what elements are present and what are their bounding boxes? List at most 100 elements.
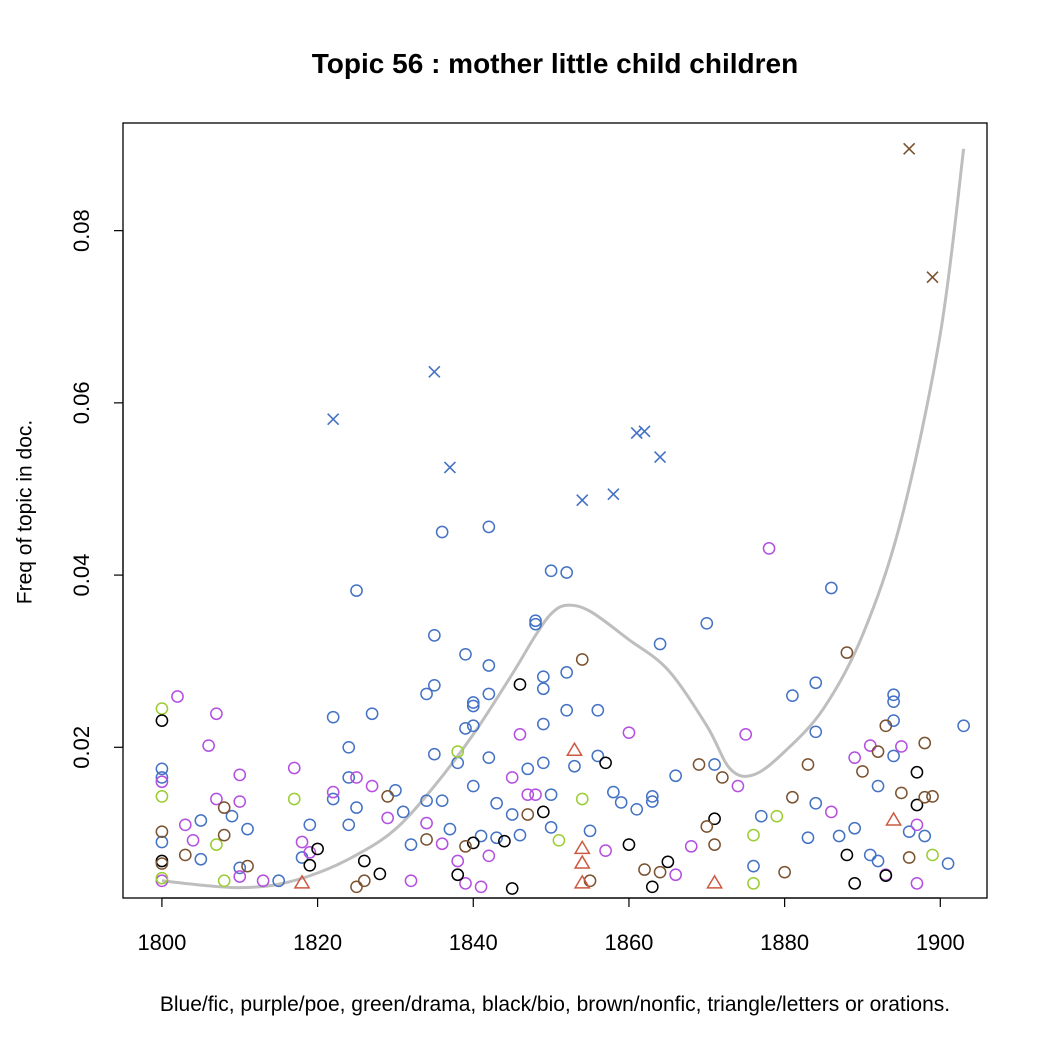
poe-circle-point [256, 874, 270, 888]
nonfic-circle-point [871, 745, 885, 758]
bio-circle-point [910, 765, 924, 779]
fic-circle-point [529, 614, 542, 628]
poe-circle-point [739, 728, 753, 741]
fic-circle-point [918, 829, 932, 843]
drama-circle-point [155, 702, 169, 715]
fic-circle-point [482, 520, 496, 534]
nonfic-circle-point [575, 653, 589, 666]
fic-circle-point [536, 717, 550, 731]
y-tick-label: 0.08 [69, 209, 94, 252]
x-tick-label: 1840 [449, 930, 498, 955]
x-tick-label: 1880 [760, 930, 809, 955]
nonfic-circle-point [918, 790, 932, 804]
letters-triangle-point [573, 854, 591, 869]
poe-circle-point [381, 811, 394, 825]
y-axis-label: Freq of topic in doc. [14, 420, 37, 604]
drama-circle-point [747, 877, 760, 890]
fic-circle-point [957, 719, 970, 733]
poe-circle-point [513, 728, 527, 741]
y-tick-label: 0.04 [69, 554, 94, 597]
poe-circle-point [451, 854, 465, 868]
nonfic-circle-point [786, 790, 799, 804]
bio-circle-point [879, 869, 893, 882]
fic-circle-point [747, 859, 760, 873]
poe-circle-point [684, 839, 698, 853]
poe-circle-point [910, 818, 924, 832]
poe-circle-point [171, 690, 184, 703]
drama-circle-point [217, 874, 231, 888]
nonfic-circle-point [895, 786, 908, 800]
nonfic-circle-point [241, 859, 254, 873]
nonfic-circle-point [155, 857, 169, 870]
fic-circle-point [653, 637, 667, 651]
fic-circle-point [155, 762, 169, 776]
fic-circle-point [428, 678, 441, 692]
bio-circle-point [505, 882, 519, 895]
nonfic-circle-point [217, 801, 231, 814]
fic-circle-point [443, 822, 457, 836]
fic-circle-point [303, 818, 317, 832]
nonfic-circle-point [918, 736, 932, 750]
fic-x-point [576, 494, 589, 507]
fic-circle-point [194, 852, 208, 866]
poe-circle-point [295, 835, 309, 849]
nonfic-circle-point [856, 765, 869, 778]
fic-circle-point [560, 703, 574, 717]
fic-circle-point [887, 688, 900, 702]
y-tick-label: 0.02 [69, 726, 94, 769]
drama-circle-point [552, 833, 566, 847]
nonfic-circle-point [381, 790, 394, 803]
fic-circle-point [607, 785, 620, 799]
bio-circle-point [357, 854, 371, 868]
fic-circle-point [396, 805, 410, 819]
fic-circle-point [459, 722, 472, 735]
fic-circle-point [420, 687, 433, 701]
poe-circle-point [895, 740, 908, 753]
fic-x-point [443, 461, 456, 474]
fic-circle-point [505, 808, 519, 821]
fic-circle-point [241, 822, 254, 836]
fic-circle-point [591, 749, 605, 763]
poe-circle-point [178, 818, 192, 832]
bio-circle-point [910, 798, 924, 812]
bio-circle-point [498, 834, 511, 848]
poe-circle-point [365, 779, 379, 793]
letters-triangle-point [706, 874, 724, 889]
poe-circle-point [233, 870, 247, 883]
fic-circle-point [560, 566, 574, 579]
fic-circle-point [342, 818, 356, 832]
poe-circle-point [622, 726, 636, 740]
poe-circle-point [233, 768, 247, 782]
fic-circle-point [824, 581, 838, 595]
nonfic-circle-point [583, 874, 597, 888]
nonfic-circle-point [879, 719, 893, 733]
fic-circle-point [342, 771, 356, 784]
fic-circle-point [459, 647, 472, 661]
nonfic-circle-point [778, 865, 791, 879]
fic-circle-point [482, 751, 496, 764]
chart-title: Topic 56 : mother little child children [312, 48, 798, 79]
fic-x-point [607, 488, 620, 501]
fic-circle-point [435, 525, 449, 539]
fic-x-point [638, 425, 651, 438]
poe-circle-point [326, 785, 340, 799]
bio-circle-point [840, 848, 854, 862]
fic-circle-point [233, 861, 247, 875]
poe-circle-point [435, 837, 449, 851]
poe-circle-point [186, 833, 200, 847]
fic-circle-point [474, 829, 488, 843]
nonfic-circle-point [708, 838, 721, 851]
fic-circle-point [544, 821, 558, 834]
nonfic-circle-point [178, 848, 192, 862]
fic-circle-point [326, 710, 340, 724]
poe-circle-point [848, 751, 862, 764]
fic-x-point [428, 365, 441, 378]
y-tick-label: 0.06 [69, 381, 94, 424]
letters-triangle-point [293, 874, 311, 889]
fic-circle-point [848, 821, 862, 835]
fic-circle-point [754, 809, 768, 823]
bio-circle-point [536, 805, 550, 819]
nonfic-circle-point [350, 880, 363, 894]
poe-circle-point [910, 877, 924, 890]
